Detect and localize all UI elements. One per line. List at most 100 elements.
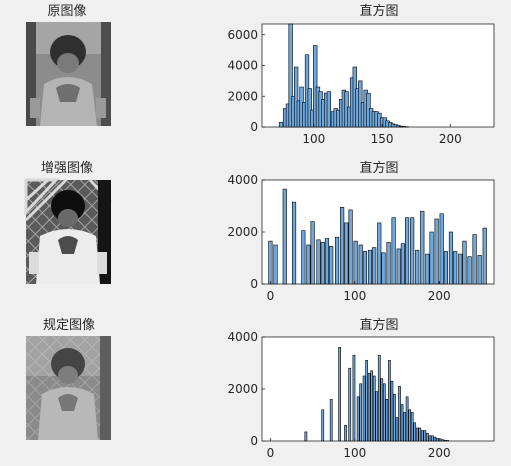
histogram-bar <box>410 412 414 442</box>
histogram-bar <box>396 248 401 285</box>
histogram-bar <box>310 221 315 285</box>
histogram-bar <box>400 404 404 442</box>
histogram-bar <box>324 238 330 285</box>
y-tick-label: 4000 <box>227 59 258 73</box>
histogram-bar <box>307 88 312 128</box>
histogram-bar <box>415 249 420 285</box>
histogram-2-title: 直方图 <box>359 160 398 176</box>
histogram-bar <box>372 247 377 285</box>
y-tick-label: 0 <box>250 277 258 291</box>
histogram-bar <box>386 242 391 285</box>
histogram-bar <box>385 399 389 442</box>
histogram-bar <box>477 255 482 285</box>
histogram-bar <box>467 256 472 285</box>
histogram-bar <box>362 251 367 285</box>
histogram-bar <box>425 432 429 442</box>
histogram-bar <box>408 409 411 442</box>
histogram-bar <box>425 253 430 285</box>
histogram-bar <box>462 240 467 285</box>
histogram-bar <box>304 431 308 442</box>
x-tick-label: 100 <box>343 289 366 303</box>
x-tick-label: 200 <box>428 289 451 303</box>
y-tick-label: 0 <box>250 434 258 448</box>
histogram-bar <box>413 422 417 442</box>
specified-image-title: 规定图像 <box>43 318 95 333</box>
x-tick-label: 0 <box>267 446 275 460</box>
histogram-bar <box>329 246 334 285</box>
y-tick-label: 0 <box>250 120 258 134</box>
histogram-bar <box>358 244 363 285</box>
histogram-bar <box>268 240 273 285</box>
enhanced-image-title: 增强图像 <box>41 161 93 176</box>
histogram-bar <box>367 249 373 285</box>
specified-image <box>26 336 111 440</box>
histogram-bar <box>348 209 353 285</box>
x-tick-label: 200 <box>439 132 462 146</box>
histogram-bar <box>356 396 360 442</box>
histogram-bar <box>443 251 448 285</box>
histogram-bar <box>423 430 427 442</box>
histogram-bar <box>282 188 287 285</box>
histogram-bar <box>367 373 371 442</box>
y-tick-label: 4000 <box>227 173 258 187</box>
histogram-bar <box>301 230 306 285</box>
histogram-bar <box>380 378 384 442</box>
histogram-bar <box>393 393 396 442</box>
histogram-bar <box>344 222 349 285</box>
histogram-bar <box>348 367 352 442</box>
x-tick-label: 100 <box>302 132 325 146</box>
histogram-bar <box>453 251 458 285</box>
histogram-bar <box>446 440 449 442</box>
histogram-bar <box>420 430 424 442</box>
x-tick-label: 100 <box>343 446 366 460</box>
x-tick-label: 0 <box>267 289 275 303</box>
histogram-bar <box>353 240 358 285</box>
histogram-bar <box>400 243 405 285</box>
histogram-bar <box>415 427 419 442</box>
histogram-bar <box>278 122 284 128</box>
histogram-bar <box>443 439 447 442</box>
histogram-bar <box>431 435 434 442</box>
histogram-bar <box>352 354 356 442</box>
histogram-3-title: 直方图 <box>359 317 398 333</box>
histogram-bar <box>291 201 297 285</box>
histogram-bar <box>320 242 325 285</box>
histogram-bar <box>329 399 333 442</box>
histogram-bar <box>429 231 434 285</box>
histogram-bar <box>359 383 363 442</box>
histogram-bar <box>398 386 401 442</box>
histogram-bar <box>372 375 376 442</box>
histogram-bar <box>448 231 454 285</box>
histogram-bar <box>434 218 439 285</box>
histogram-bar <box>388 360 391 442</box>
histogram-bar <box>405 217 410 285</box>
histogram-bar <box>433 436 437 442</box>
histogram-bar <box>293 66 299 128</box>
histogram-bar <box>436 438 439 442</box>
histogram-bar <box>362 375 366 442</box>
histogram-bar <box>344 425 347 442</box>
histogram-bar <box>306 244 311 285</box>
histogram-bar <box>335 236 340 285</box>
histogram-bar <box>439 213 444 285</box>
histogram-bar <box>370 370 374 442</box>
histogram-bar <box>326 91 332 128</box>
histogram-bar <box>405 396 409 442</box>
y-tick-label: 2000 <box>227 89 258 103</box>
histogram-bar <box>382 383 386 442</box>
histogram-bar <box>420 210 425 285</box>
x-tick-label: 200 <box>428 446 451 460</box>
histogram-bar <box>377 222 382 285</box>
histogram-bar <box>410 217 415 285</box>
histogram-bar <box>375 391 379 442</box>
histogram-bar <box>391 217 396 285</box>
enhanced-image <box>24 178 113 284</box>
original-image <box>26 22 111 126</box>
histogram-1-title: 直方图 <box>359 3 398 19</box>
histogram-bar <box>458 253 463 285</box>
histogram-bar <box>381 252 386 285</box>
histogram-bar <box>288 23 293 128</box>
